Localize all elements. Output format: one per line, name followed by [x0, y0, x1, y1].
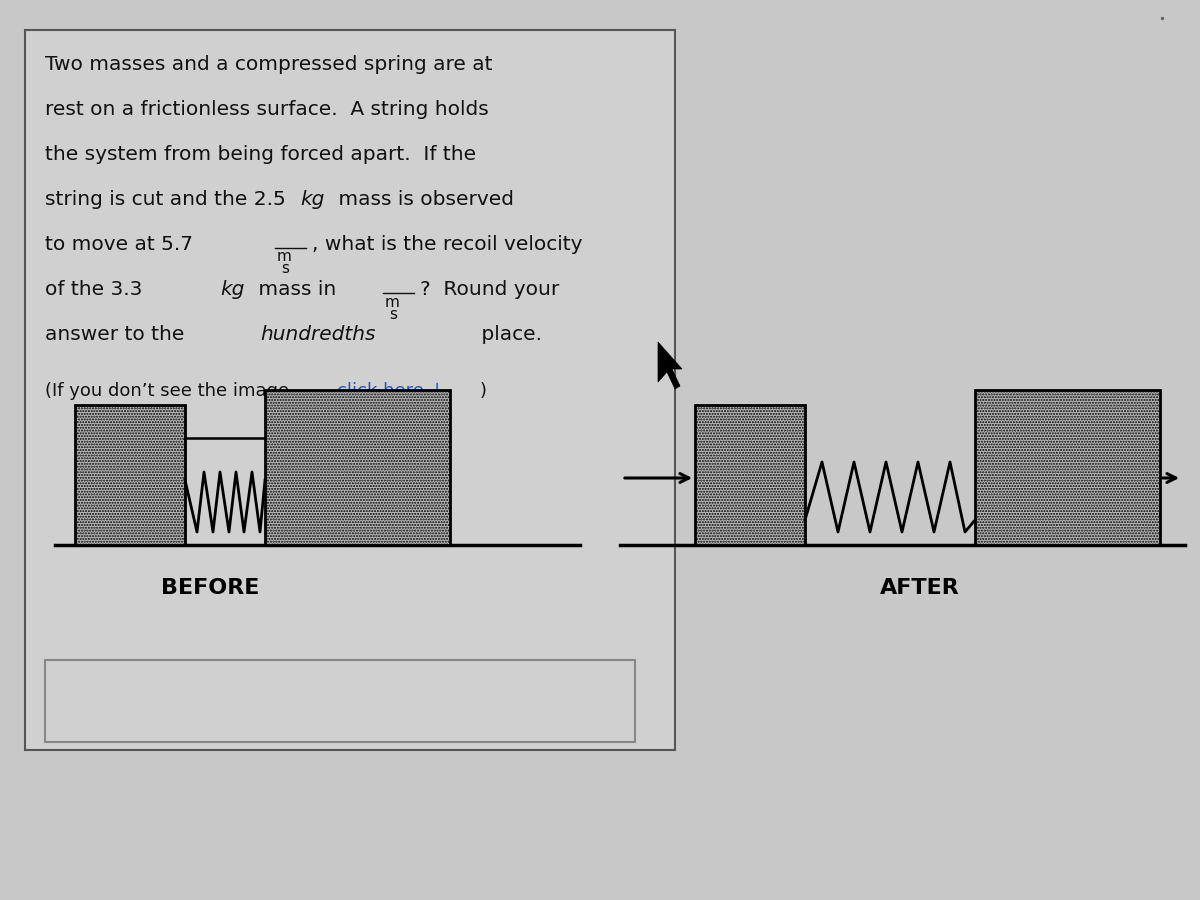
Text: kg: kg [300, 190, 324, 209]
Bar [265, 390, 450, 545]
Text: m: m [385, 295, 400, 310]
Text: , what is the recoil velocity: , what is the recoil velocity [312, 235, 582, 254]
Text: s: s [389, 307, 397, 322]
Text: AFTER: AFTER [880, 578, 960, 598]
Text: ?  Round your: ? Round your [420, 280, 559, 299]
Polygon shape [658, 342, 682, 389]
Text: to move at 5.7: to move at 5.7 [46, 235, 199, 254]
Text: mass in: mass in [252, 280, 343, 299]
Bar [695, 405, 805, 545]
Text: ): ) [480, 382, 487, 400]
Text: rest on a frictionless surface.  A string holds: rest on a frictionless surface. A string… [46, 100, 488, 119]
Bar [74, 405, 185, 545]
Text: string is cut and the 2.5: string is cut and the 2.5 [46, 190, 292, 209]
Text: s: s [281, 261, 289, 276]
Text: of the 3.3: of the 3.3 [46, 280, 149, 299]
Bar [974, 390, 1160, 545]
Text: kg: kg [220, 280, 245, 299]
Text: answer to the: answer to the [46, 325, 191, 344]
Text: m: m [277, 249, 292, 264]
Text: BEFORE: BEFORE [161, 578, 259, 598]
Text: (If you don’t see the image,: (If you don’t see the image, [46, 382, 301, 400]
Text: the system from being forced apart.  If the: the system from being forced apart. If t… [46, 145, 476, 164]
Text: click here ↓: click here ↓ [337, 382, 445, 400]
FancyBboxPatch shape [46, 660, 635, 742]
Text: Two masses and a compressed spring are at: Two masses and a compressed spring are a… [46, 55, 492, 74]
FancyBboxPatch shape [25, 30, 674, 750]
Text: hundredths: hundredths [260, 325, 376, 344]
Text: mass is observed: mass is observed [332, 190, 514, 209]
Text: place.: place. [475, 325, 542, 344]
